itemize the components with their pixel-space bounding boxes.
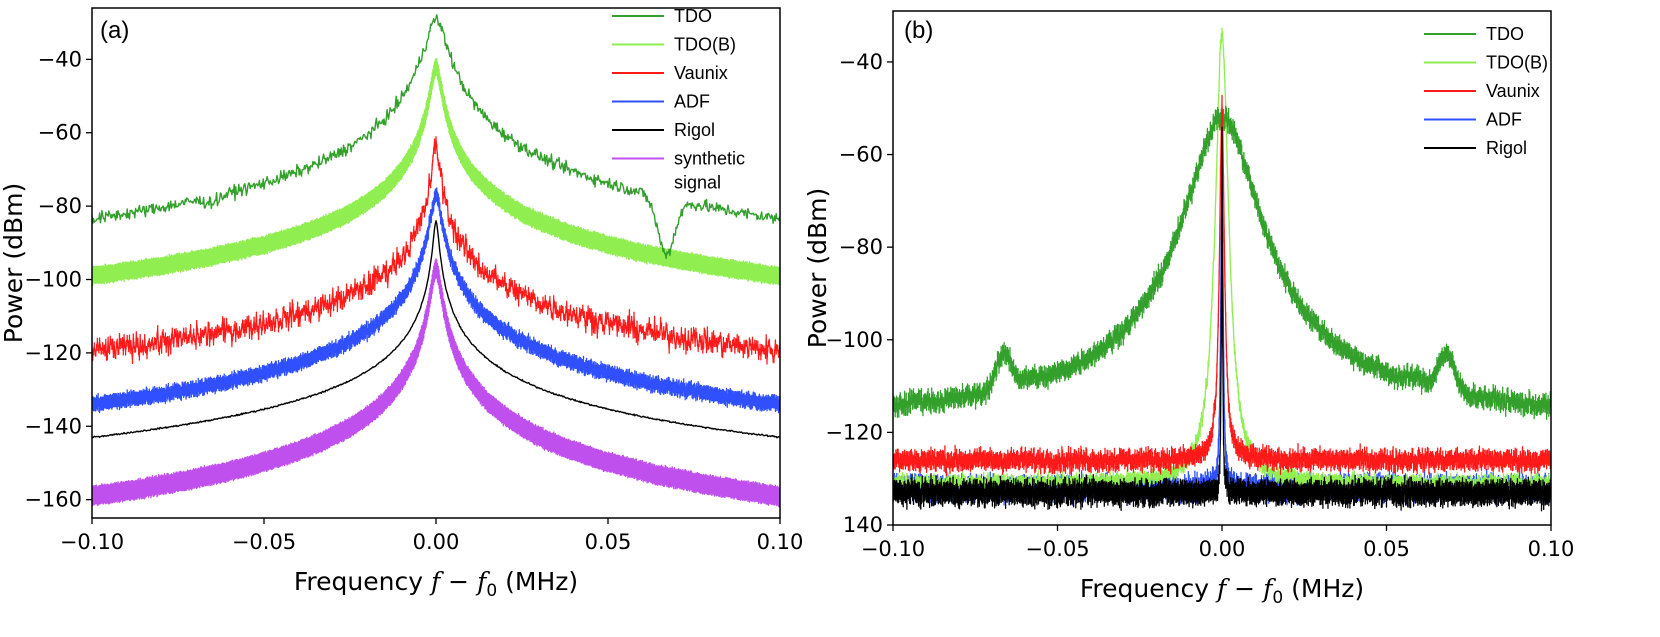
x-tick-label: 0.10 bbox=[757, 530, 804, 554]
legend-label: signal bbox=[674, 173, 721, 193]
series-line-tdo bbox=[92, 14, 780, 260]
y-tick-label: −120 bbox=[24, 341, 82, 365]
series-line-adf bbox=[92, 187, 780, 414]
x-tick-label: −0.05 bbox=[232, 530, 296, 554]
series-line-rigol bbox=[92, 220, 780, 439]
y-tick-label: −100 bbox=[24, 268, 82, 292]
y-tick-label: 140 bbox=[843, 513, 883, 537]
y-tick-label: −160 bbox=[24, 488, 82, 512]
legend-label: Rigol bbox=[674, 120, 715, 140]
x-tick-label: 0.10 bbox=[1528, 537, 1575, 561]
x-tick-label: 0.05 bbox=[585, 530, 632, 554]
chart-panel-a: −0.10 −0.05 0.00 0.05 0.10 −160 −140 −120 −100 −8… bbox=[0, 6, 803, 601]
x-label-minus: − bbox=[1226, 574, 1263, 603]
series-line-rigol bbox=[893, 126, 1551, 512]
legend: TDO TDO(B) Vaunix ADF Rigol bbox=[1424, 24, 1548, 158]
series-line-tdo-b bbox=[92, 57, 780, 286]
x-tick-label: 0.00 bbox=[413, 530, 460, 554]
legend: TDO TDO(B) Vaunix ADF Rigol synthetic signal bbox=[612, 6, 745, 193]
legend-label: Vaunix bbox=[674, 63, 728, 83]
y-tick-label: −80 bbox=[38, 194, 82, 218]
legend-label: TDO(B) bbox=[674, 35, 736, 55]
series-line-vaunix bbox=[92, 136, 780, 365]
legend-label: ADF bbox=[674, 92, 710, 112]
legend-label: TDO bbox=[1486, 24, 1524, 44]
x-tick-label: 0.00 bbox=[1199, 537, 1246, 561]
legend-label: Vaunix bbox=[1486, 81, 1540, 101]
plot-area bbox=[92, 14, 780, 508]
plot-area bbox=[893, 27, 1551, 512]
x-tick-label: −0.05 bbox=[1025, 537, 1089, 561]
x-label-unit: (MHz) bbox=[497, 567, 578, 596]
legend-label: Rigol bbox=[1486, 138, 1527, 158]
y-tick-label: −60 bbox=[839, 143, 883, 167]
x-tick-label: 0.05 bbox=[1363, 537, 1410, 561]
x-axis-label: Frequency f − f0 (MHz) bbox=[1080, 574, 1364, 608]
x-label-minus: − bbox=[440, 567, 477, 596]
x-axis-label: Frequency f − f0 (MHz) bbox=[294, 567, 578, 601]
x-tick-label: −0.10 bbox=[861, 537, 925, 561]
legend-label: ADF bbox=[1486, 110, 1522, 130]
x-label-f: f bbox=[429, 567, 444, 596]
legend-label: TDO bbox=[674, 6, 712, 26]
x-label-text: Frequency bbox=[1080, 574, 1217, 603]
x-label-f0: f bbox=[475, 567, 490, 596]
y-axis-label: Power (dBm) bbox=[803, 188, 832, 348]
panel-label: (b) bbox=[904, 17, 933, 44]
panel-label: (a) bbox=[100, 17, 129, 44]
x-label-f0: f bbox=[1261, 574, 1276, 603]
x-label-f: f bbox=[1215, 574, 1230, 603]
series-line-vaunix bbox=[893, 94, 1551, 477]
y-tick-label: −80 bbox=[839, 235, 883, 259]
y-tick-label: −120 bbox=[825, 420, 883, 444]
x-label-text: Frequency bbox=[294, 567, 431, 596]
y-tick-label: −60 bbox=[38, 121, 82, 145]
y-tick-label: −140 bbox=[24, 414, 82, 438]
series-line-synthetic-signal bbox=[92, 258, 780, 508]
legend-label: TDO(B) bbox=[1486, 53, 1548, 73]
x-label-unit: (MHz) bbox=[1283, 574, 1364, 603]
y-tick-label: −40 bbox=[839, 50, 883, 74]
y-tick-label: −40 bbox=[38, 47, 82, 71]
y-axis-label: Power (dBm) bbox=[0, 183, 28, 343]
x-label-subscript: 0 bbox=[486, 581, 497, 601]
chart-panel-b: −0.10 −0.05 0.00 0.05 0.10 140 −120 −100 −80 −60 −… bbox=[803, 10, 1575, 608]
x-tick-label: −0.10 bbox=[60, 530, 124, 554]
legend-label: synthetic bbox=[674, 149, 745, 169]
x-label-subscript: 0 bbox=[1272, 588, 1283, 608]
y-tick-label: −100 bbox=[825, 328, 883, 352]
